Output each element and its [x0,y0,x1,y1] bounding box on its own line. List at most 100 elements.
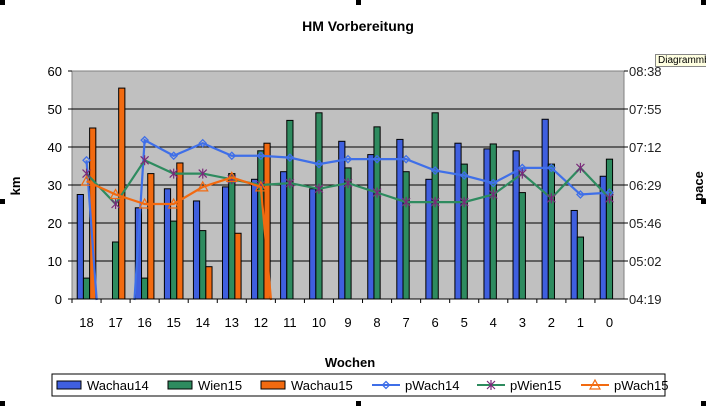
legend-marker [588,378,602,390]
bar-wien15 [199,230,207,300]
bar-wachau14 [76,194,84,300]
point-pwach14 [314,159,324,169]
x-tick-label: 12 [254,315,268,330]
bar-wien15 [141,277,149,300]
y2-tick-label: 05:46 [629,216,662,231]
legend-item-wachau14: Wachau14 [87,378,149,393]
bar-wien15 [489,143,497,300]
selection-handle[interactable] [0,0,5,5]
bar-wachau14 [367,154,375,300]
point-pwach14 [488,178,498,188]
point-pwach14 [459,171,469,180]
y2-tick-label: 06:29 [629,178,662,193]
bar-wien15 [402,171,410,300]
y-tick-label: 0 [55,292,62,307]
bar-wachau14 [221,186,230,300]
y2-axis-label: pace [691,171,706,201]
x-tick-label: 5 [461,315,468,330]
point-pwach14 [401,154,411,164]
y-tick-label: 30 [48,178,62,193]
point-pwach15 [167,197,180,209]
chart-title: HM Vorbereitung [302,18,414,34]
legend-item-pwien15: pWien15 [510,378,561,393]
bar-wachau14 [570,209,578,300]
point-pwach15 [109,188,122,200]
tooltip: Diagrammbereich [655,54,706,67]
selection-handle[interactable] [0,401,5,406]
bar-wien15 [111,241,120,300]
selection-handle[interactable] [356,401,361,406]
selection-handle[interactable] [701,0,706,5]
x-tick-label: 14 [196,315,210,330]
line-pwach14 [133,138,610,301]
legend-marker [381,380,391,390]
bar-wachau14 [251,178,259,300]
y2-tick-label: 05:02 [629,254,662,269]
point-pwach15 [138,197,151,209]
bar-wien15 [228,173,236,300]
bar-wachau15 [234,232,242,300]
point-pwien15 [285,178,295,189]
point-pwach14 [372,154,382,164]
bar-wien15 [286,119,294,300]
bar-wachau14 [309,188,317,300]
y-axis-label: km [8,177,23,196]
legend-item-wien15: Wien15 [198,378,242,393]
legend-swatch [260,380,286,390]
bar-wien15 [547,163,555,300]
legend-item-pwach15: pWach15 [614,378,668,393]
x-tick-label: 4 [490,315,497,330]
legend-item-pwach14: pWach14 [405,378,459,393]
point-pwach14 [343,154,353,164]
bar-wien15 [460,163,468,300]
line-pwach14 [85,160,98,301]
y2-tick-label: 07:12 [629,140,662,155]
legend-marker [486,380,496,390]
x-tick-label: 10 [312,315,326,330]
point-pwach14 [576,190,585,199]
point-pwien15 [430,197,440,208]
bar-wien15 [373,126,381,300]
legend[interactable] [51,373,666,397]
point-pwien15 [517,168,527,179]
bar-wachau15 [176,162,184,300]
point-pwach14 [285,153,295,163]
y2-tick-label: 07:55 [629,102,662,117]
point-pwien15 [401,197,411,208]
point-pwach14 [82,155,91,165]
bar-wachau14 [541,118,549,300]
bar-wachau14 [192,200,201,300]
legend-swatch [56,380,82,390]
x-tick-label: 17 [108,315,122,330]
line-pwach15 [86,176,273,301]
selection-handle[interactable] [701,199,706,204]
y-tick-label: 20 [48,216,62,231]
bar-wien15 [576,236,585,300]
x-tick-label: 8 [373,315,380,330]
point-pwien15 [488,189,498,200]
selection-handle[interactable] [701,401,706,406]
selection-handle[interactable] [356,0,361,5]
point-pwach15 [254,180,267,192]
x-tick-label: 6 [432,315,439,330]
point-pwach15 [80,174,93,186]
bar-wien15 [518,192,526,300]
bar-wachau15 [147,173,155,300]
x-tick-label: 2 [548,315,555,330]
point-pwien15 [314,183,324,194]
x-tick-label: 11 [283,315,297,330]
bar-wachau15 [205,266,213,300]
bar-wien15 [315,112,323,300]
bar-wachau14 [454,142,462,300]
selection-handle[interactable] [0,199,5,204]
bar-wachau14 [425,178,433,300]
point-pwach14 [256,151,266,161]
x-tick-label: 18 [79,315,93,330]
point-pwien15 [198,168,208,179]
point-pwach14 [169,151,179,161]
x-tick-label: 1 [577,315,584,330]
point-pwien15 [343,178,353,189]
x-tick-label: 9 [344,315,351,330]
